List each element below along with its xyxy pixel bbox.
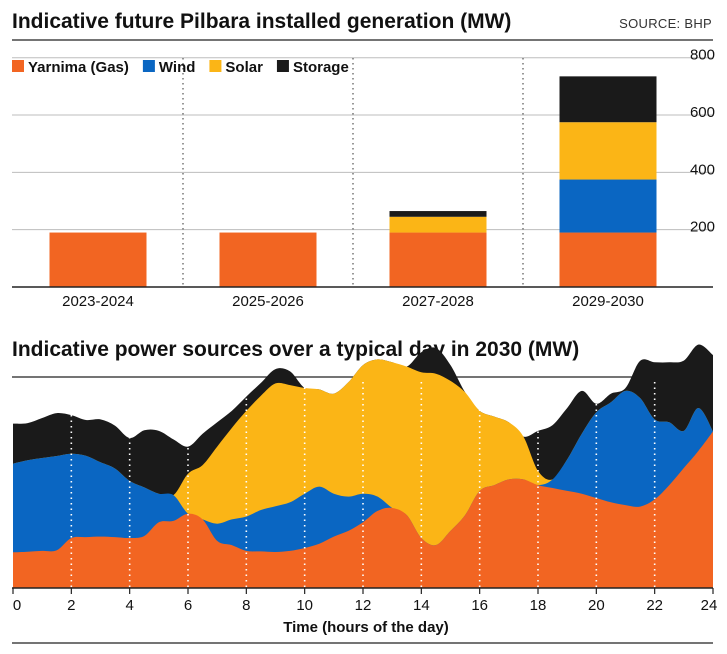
chart1-y-axis: 200 400 600 800 xyxy=(690,47,715,236)
chart2-xtick-4: 4 xyxy=(125,597,133,614)
bar-2025-2026-yarnima-gas xyxy=(219,232,317,287)
chart1-xcat-2023-2024: 2023-2024 xyxy=(62,293,134,310)
chart1-xcat-2029-2030: 2029-2030 xyxy=(572,293,644,310)
bar-2027-2028-storage xyxy=(389,211,487,217)
legend-swatch-yarnima-gas xyxy=(12,60,24,72)
chart1-ytick-600: 600 xyxy=(690,104,715,121)
chart2-xtick-22: 22 xyxy=(646,597,663,614)
legend-label-yarnima-gas: Yarnima (Gas) xyxy=(28,59,129,76)
chart2-title: Indicative power sources over a typical … xyxy=(12,338,579,361)
bar-2023-2024-yarnima-gas xyxy=(49,232,147,287)
chart2-gridlines xyxy=(70,382,656,588)
chart2-xtick-0: 0 xyxy=(13,597,21,614)
chart2-xtick-18: 18 xyxy=(530,597,547,614)
bar-2027-2028-yarnima-gas xyxy=(389,232,487,287)
legend-label-wind: Wind xyxy=(159,59,196,76)
bar-2029-2030-storage xyxy=(559,76,657,123)
chart1-separators xyxy=(182,58,524,287)
chart2-xtick-12: 12 xyxy=(355,597,372,614)
bar-2029-2030-yarnima-gas xyxy=(559,232,657,287)
bar-2027-2028-solar xyxy=(389,216,487,233)
legend-label-storage: Storage xyxy=(293,59,349,76)
chart2-xtick-2: 2 xyxy=(67,597,75,614)
chart1-x-axis: 2023-2024 2025-2026 2027-2028 2029-2030 xyxy=(62,293,644,310)
legend-label-solar: Solar xyxy=(225,59,263,76)
chart1-ytick-200: 200 xyxy=(690,219,715,236)
chart2-areas xyxy=(13,344,713,588)
chart2-xtick-10: 10 xyxy=(296,597,313,614)
chart2-xtick-8: 8 xyxy=(242,597,250,614)
legend-swatch-storage xyxy=(276,60,289,72)
chart1-bars xyxy=(49,76,657,287)
chart1-xcat-2027-2028: 2027-2028 xyxy=(402,293,474,310)
chart2-x-axis: 0 2 4 6 8 10 12 14 16 18 20 22 24 xyxy=(12,588,718,614)
chart2-xtick-24: 24 xyxy=(701,597,718,614)
legend-swatch-solar xyxy=(209,60,222,72)
chart1-legend: Yarnima (Gas) Wind Solar Storage xyxy=(12,59,349,76)
area-yarnima-gas xyxy=(13,431,713,588)
chart2-xtick-14: 14 xyxy=(413,597,430,614)
legend-swatch-wind xyxy=(142,60,155,72)
bar-2029-2030-solar xyxy=(559,122,657,180)
chart2-x-label: Time (hours of the day) xyxy=(283,619,449,636)
chart2-xtick-6: 6 xyxy=(184,597,192,614)
chart2-xtick-16: 16 xyxy=(471,597,488,614)
chart2-xtick-20: 20 xyxy=(588,597,605,614)
chart1-ytick-400: 400 xyxy=(690,161,715,178)
chart1-xcat-2025-2026: 2025-2026 xyxy=(232,293,304,310)
chart1-title: Indicative future Pilbara installed gene… xyxy=(12,10,511,33)
source-note: SOURCE: BHP xyxy=(619,16,712,31)
chart1-ytick-800: 800 xyxy=(690,47,715,64)
bar-2029-2030-wind xyxy=(559,179,657,233)
